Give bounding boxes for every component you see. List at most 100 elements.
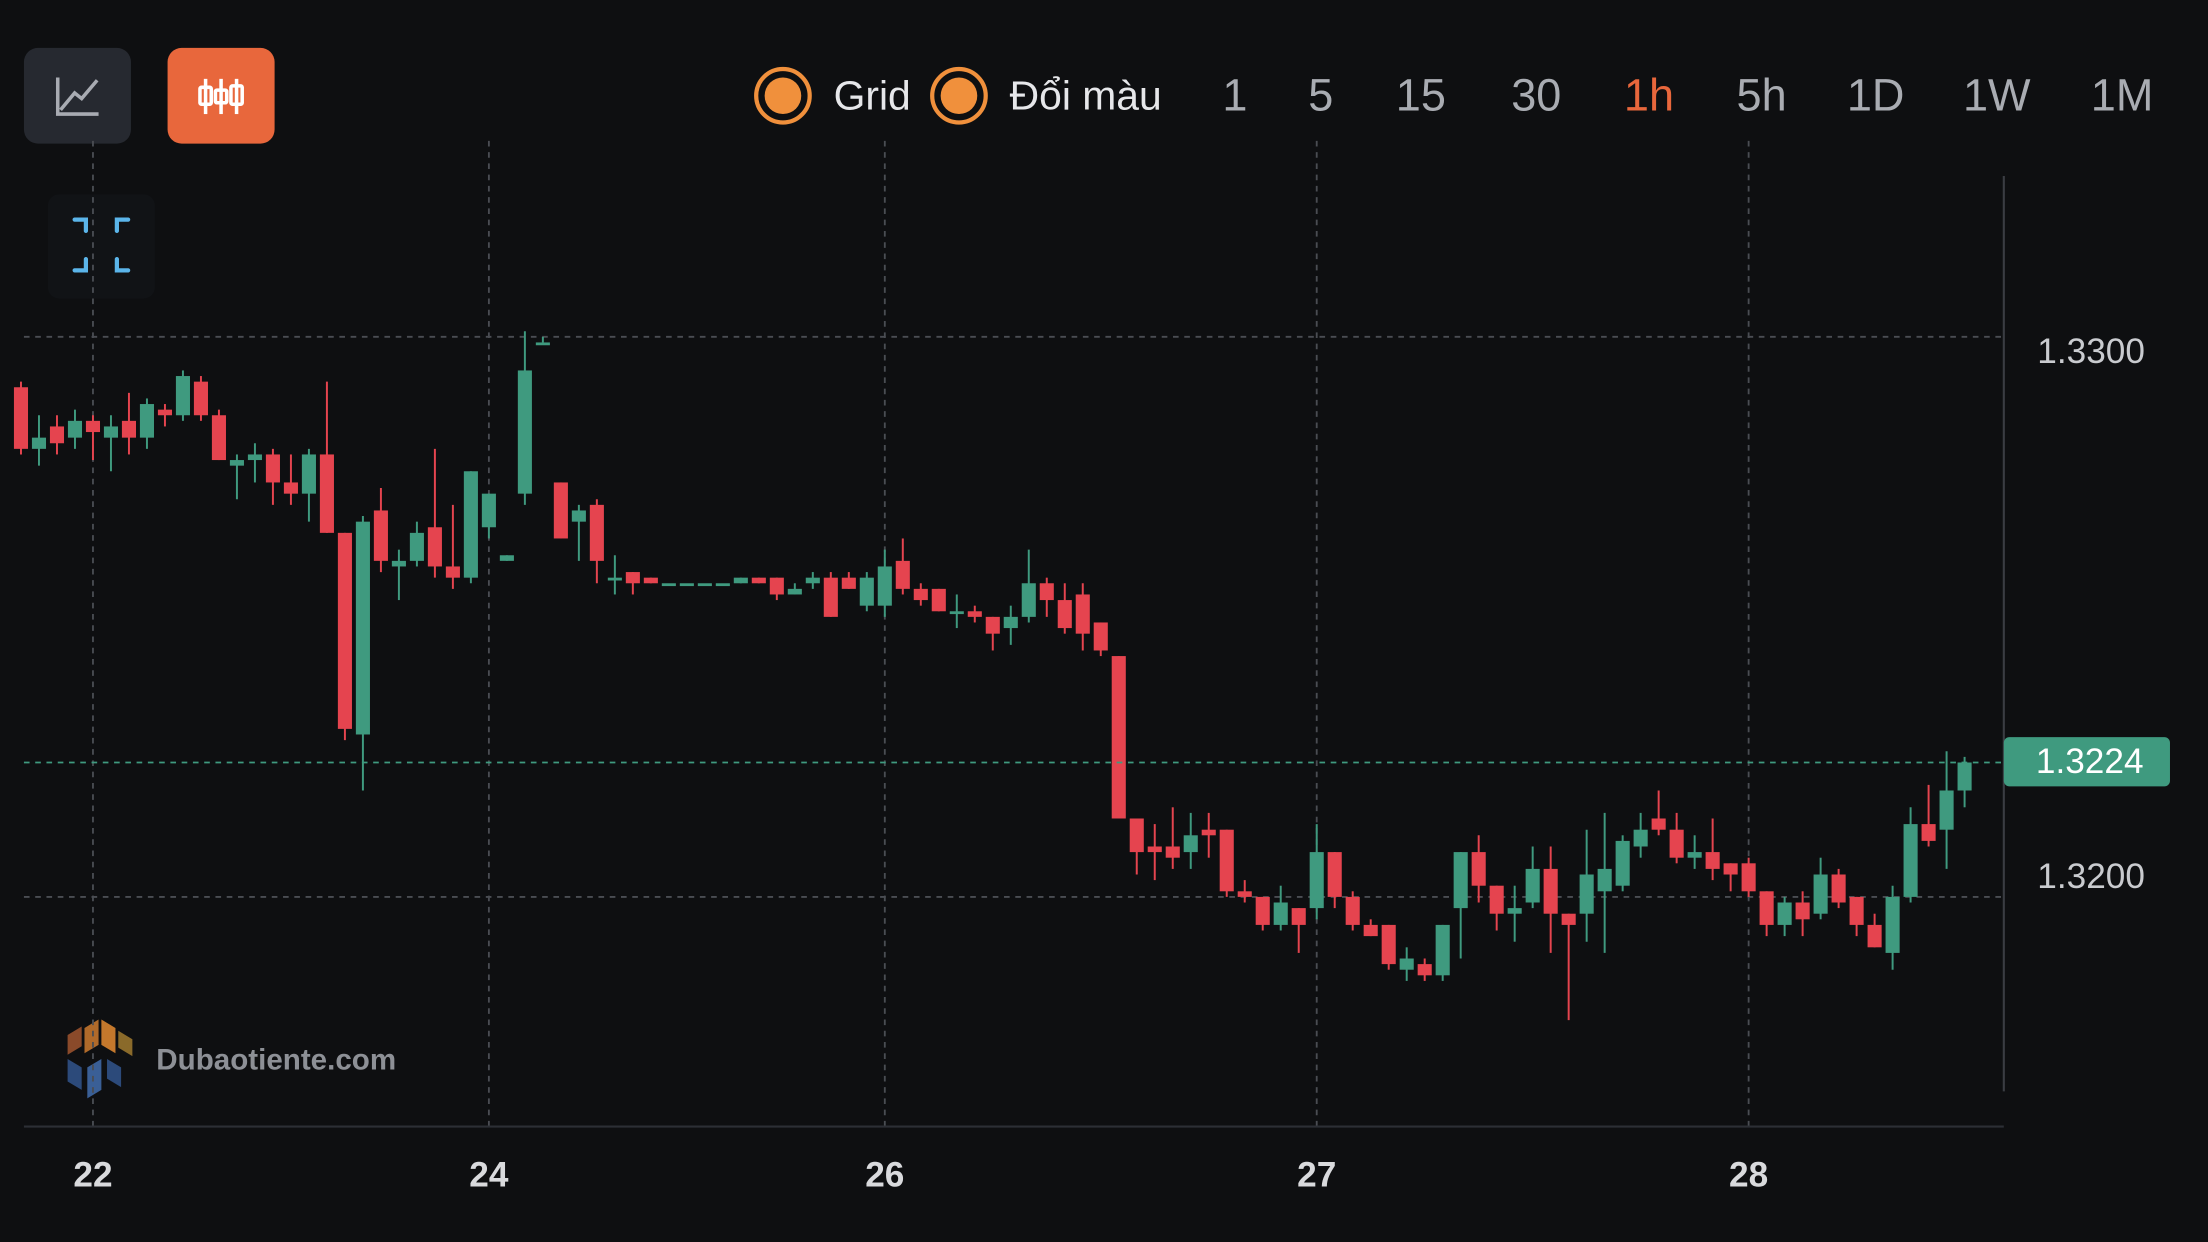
candle-body xyxy=(1435,924,1450,976)
candle-body xyxy=(409,532,424,561)
interval-button[interactable]: 1M xyxy=(2091,69,2154,120)
candle xyxy=(1669,812,1684,864)
candle-body xyxy=(1453,852,1468,909)
candle-body xyxy=(1003,616,1018,629)
candle-body xyxy=(1057,600,1072,629)
candle-body xyxy=(1957,762,1972,791)
candle xyxy=(1597,812,1612,953)
candle-body xyxy=(949,611,964,615)
candle xyxy=(211,409,226,461)
candle-body xyxy=(1183,835,1198,853)
candle-body xyxy=(1813,874,1828,914)
interval-button[interactable]: 1h xyxy=(1624,69,1674,120)
candle-body xyxy=(229,460,244,466)
candle xyxy=(1723,863,1738,892)
candle xyxy=(823,572,838,617)
candle xyxy=(103,415,119,472)
candle xyxy=(31,415,47,466)
interval-button[interactable]: 1 xyxy=(1222,69,1247,120)
candle xyxy=(1705,818,1720,881)
interval-button[interactable]: 30 xyxy=(1511,69,1561,120)
candle xyxy=(1777,896,1792,937)
candle xyxy=(1867,913,1882,948)
candle-body xyxy=(1111,656,1126,819)
candle-body xyxy=(1021,583,1036,617)
candle xyxy=(409,521,424,567)
candle xyxy=(427,448,442,578)
candle xyxy=(805,572,820,589)
watermark: Dubaotiente.com xyxy=(67,1019,396,1099)
candle-body xyxy=(391,560,406,567)
candle-body xyxy=(1381,924,1396,965)
interval-button[interactable]: 5h xyxy=(1737,69,1787,120)
candle xyxy=(229,454,244,500)
candle xyxy=(1507,885,1522,942)
candle-body xyxy=(175,376,190,416)
candle xyxy=(175,370,190,421)
candle-body xyxy=(1579,874,1594,914)
toggle[interactable]: Đổi màu xyxy=(930,66,1162,125)
candle-chart-button[interactable] xyxy=(167,47,275,144)
candle-body xyxy=(481,493,496,528)
candle xyxy=(355,516,370,791)
candle xyxy=(13,381,29,455)
candle xyxy=(391,549,406,601)
candle-body xyxy=(337,532,352,729)
candle-body xyxy=(571,510,586,522)
toggle-ring xyxy=(754,66,812,125)
interval-button[interactable]: 1D xyxy=(1847,69,1905,120)
candle xyxy=(1885,885,1900,970)
candle xyxy=(499,555,514,561)
toggle[interactable]: Grid xyxy=(754,66,911,125)
candle xyxy=(301,448,316,522)
logo-part xyxy=(67,1026,82,1055)
candle xyxy=(1021,549,1036,623)
candle-body xyxy=(283,482,298,494)
x-tick-label: 24 xyxy=(469,1156,509,1195)
candle-body xyxy=(1201,829,1216,836)
collapse-icon xyxy=(72,217,131,273)
candle-body xyxy=(553,482,568,539)
candle xyxy=(859,572,874,612)
candle xyxy=(1111,656,1126,819)
collapse-button[interactable] xyxy=(47,194,155,299)
candle xyxy=(337,532,352,741)
candle xyxy=(193,376,208,421)
candle xyxy=(1543,846,1558,953)
candle xyxy=(679,583,694,587)
candle-body xyxy=(751,577,766,584)
interval-button[interactable]: 15 xyxy=(1396,69,1446,120)
candle xyxy=(1435,924,1450,981)
interval-button[interactable]: 5 xyxy=(1308,69,1333,120)
button-bg xyxy=(47,194,155,299)
candle-body xyxy=(319,454,334,533)
candle-body xyxy=(13,387,29,449)
candle-body xyxy=(1705,852,1720,869)
candle-body xyxy=(1687,852,1702,858)
candle-body xyxy=(877,566,892,606)
candle-body xyxy=(103,426,119,438)
candle-body xyxy=(463,471,478,578)
toggle-label: Grid xyxy=(834,72,911,118)
candle-body xyxy=(1399,958,1414,970)
candle-body xyxy=(1723,863,1738,875)
candle-body xyxy=(67,420,83,438)
candle-body xyxy=(535,342,550,346)
candle-body xyxy=(1507,908,1522,914)
logo-part xyxy=(107,1058,122,1088)
toggle-ring xyxy=(930,66,988,125)
candle-body xyxy=(1651,818,1666,830)
candle xyxy=(49,415,65,455)
candle-body xyxy=(787,588,802,595)
candle xyxy=(931,588,946,612)
candle xyxy=(589,499,604,584)
line-chart-button[interactable] xyxy=(23,47,131,144)
logo-part xyxy=(87,1058,102,1099)
candle-body xyxy=(1759,891,1774,925)
candle xyxy=(1687,835,1702,869)
candle xyxy=(1327,852,1342,909)
watermark-text: Dubaotiente.com xyxy=(156,1044,396,1077)
interval-button[interactable]: 1W xyxy=(1963,69,2031,120)
candle xyxy=(553,482,568,539)
candle-body xyxy=(517,370,532,494)
